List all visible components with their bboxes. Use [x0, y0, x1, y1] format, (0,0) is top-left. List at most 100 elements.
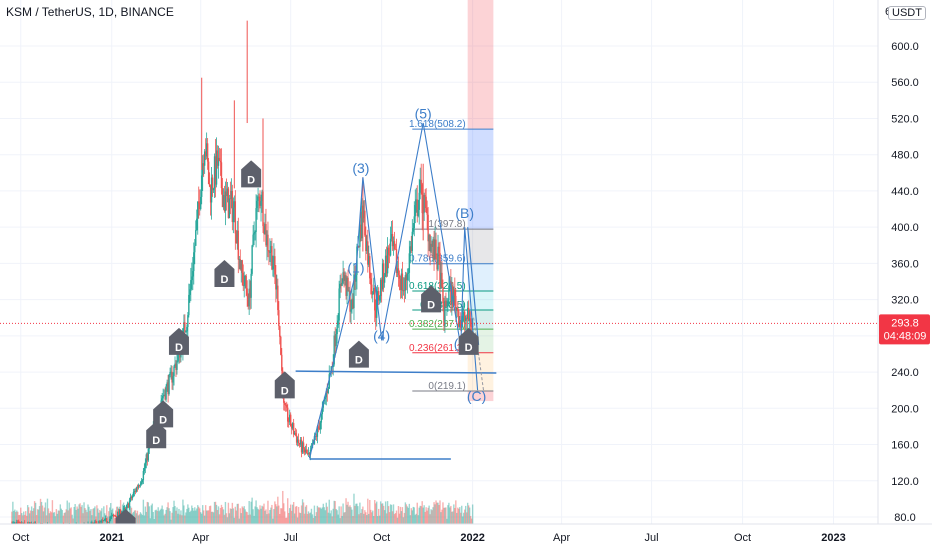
volume-bar [230, 508, 233, 524]
countdown-timer: 04:48:09 [884, 330, 927, 342]
candle-body [308, 453, 311, 455]
candle-body [396, 268, 399, 274]
candle-body [138, 485, 141, 486]
volume-bar [162, 509, 164, 524]
candle-body [224, 191, 227, 212]
candle-body [454, 289, 456, 296]
candle-body [221, 188, 224, 208]
volume-bar [210, 511, 213, 524]
volume-bar [41, 505, 44, 524]
candle-body [317, 426, 320, 428]
candle-body [427, 214, 429, 242]
volume-bar [68, 502, 70, 524]
symbol-title[interactable]: KSM / TetherUS, 1D, BINANCE [6, 5, 174, 19]
volume-bar [154, 510, 156, 524]
candle-body [439, 252, 441, 288]
candle-body [137, 485, 140, 488]
candle-body [108, 522, 110, 523]
volume-bar [58, 510, 61, 524]
volume-bar [110, 503, 112, 524]
volume-bar [54, 516, 57, 524]
volume-bar [471, 504, 474, 524]
volume-bar [462, 516, 464, 524]
candle-body [467, 307, 470, 322]
candle-body [380, 279, 383, 290]
candle-body [13, 522, 15, 524]
candle-body [405, 275, 408, 281]
candle-body [106, 518, 108, 523]
candle-body [246, 288, 248, 296]
candle-body [264, 224, 266, 235]
candle-body [408, 253, 411, 273]
volume-bar [404, 502, 407, 524]
volume-bar [279, 513, 281, 524]
volume-bar [248, 501, 250, 524]
candle-body [440, 272, 442, 288]
volume-bar [286, 517, 288, 524]
candle-body [175, 363, 177, 370]
candle-body [242, 272, 244, 287]
candle-body [176, 360, 178, 370]
fib-level-label: 0.382(287.4) [409, 319, 466, 330]
volume-bar [216, 510, 219, 524]
time-axis[interactable]: Oct 2021 Apr Jul Oct 2022 Apr Jul Oct 2023 [0, 523, 932, 550]
currency-unit-badge[interactable]: USDT [888, 6, 926, 20]
volume-bar [232, 508, 235, 524]
volume-bar [195, 510, 197, 524]
dividend-marker-shape [348, 340, 369, 368]
volume-bar [374, 500, 376, 524]
volume-bar [319, 507, 322, 524]
volume-bar [167, 502, 169, 524]
volume-bar [405, 504, 408, 524]
volume-bar [231, 502, 234, 524]
candle-body [291, 423, 294, 429]
candle-body [438, 246, 440, 253]
candle-body [17, 522, 19, 523]
volume-bar [288, 513, 290, 524]
elliott-wave-drawing[interactable]: (1)(3)(4)(5)(A(B)(C) [0, 105, 878, 460]
volume-bar [150, 505, 152, 524]
volume-bar [240, 513, 242, 524]
time-tick-label: Jul [645, 532, 659, 544]
volume-bar [398, 513, 401, 524]
candle-body [198, 201, 200, 203]
volume-bar [396, 517, 399, 524]
volume-bar [254, 506, 256, 524]
chart-background [0, 0, 878, 524]
candle-body [463, 311, 465, 316]
candle-body [292, 423, 295, 435]
volume-bar [186, 508, 188, 524]
dividend-marker: D [274, 371, 295, 399]
volume-bar [293, 513, 296, 524]
volume-bar [322, 503, 325, 524]
candle-body [459, 321, 461, 327]
price-axis[interactable]: 80.0120.0160.0200.0240.0280.0320.0360.04… [877, 0, 932, 550]
volume-bar [152, 512, 154, 524]
time-tick-label: Oct [734, 532, 751, 544]
candle-body [261, 191, 263, 202]
volume-bar [382, 505, 385, 524]
volume-bar [242, 507, 244, 524]
volume-bar [415, 513, 417, 524]
volume-bar [264, 510, 266, 524]
candle-body [377, 291, 380, 301]
candle-body [447, 300, 449, 306]
last-price-value: 293.8 [891, 317, 919, 329]
volume-bar [400, 511, 403, 524]
candle-body [104, 518, 106, 521]
volume-bar [39, 498, 42, 524]
candle-body [306, 453, 309, 455]
volume-bar [101, 508, 103, 524]
volume-bar [395, 510, 398, 524]
volume-bar [172, 507, 174, 524]
candle-body [162, 395, 164, 399]
volume-bar [253, 515, 255, 524]
volume-bar [459, 507, 461, 524]
volume-bar [466, 502, 469, 524]
volume-bar [109, 507, 111, 524]
candle-body [255, 208, 257, 232]
volume-bar [456, 512, 458, 524]
volume-bar [339, 518, 341, 524]
volume-bar [161, 505, 163, 524]
